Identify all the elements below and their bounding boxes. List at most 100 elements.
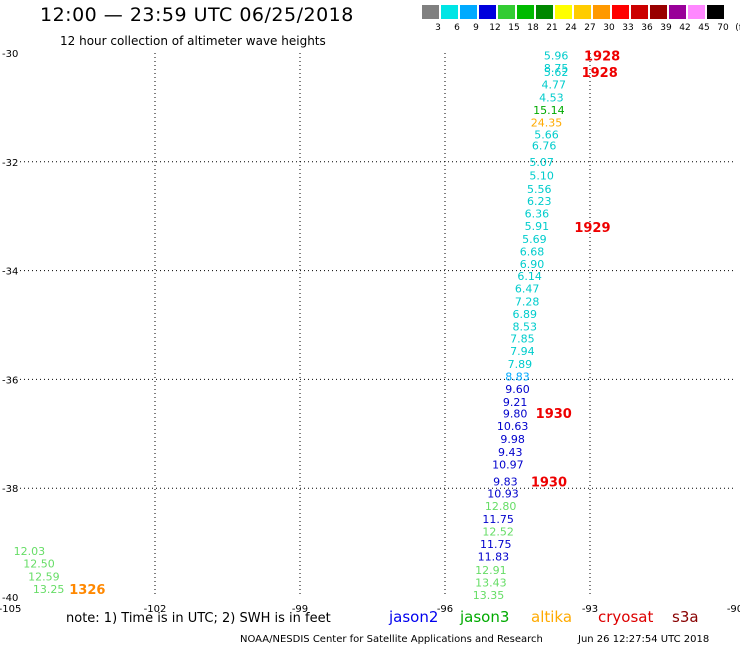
- footnote: note: 1) Time is in UTC; 2) SWH is in fe…: [66, 611, 331, 626]
- wave-height-value: 7.94: [510, 345, 535, 358]
- color-swatch: [688, 5, 705, 19]
- wave-height-value: 4.77: [542, 79, 567, 92]
- legend-item-s3a: s3a: [672, 608, 699, 626]
- pass-time-label: 1930: [536, 407, 572, 422]
- wave-height-value: 12.59: [28, 570, 60, 583]
- wave-height-value: 13.43: [475, 576, 507, 589]
- wave-height-value: 6.47: [515, 283, 540, 296]
- wave-height-value: 11.83: [478, 551, 510, 564]
- x-tick-label: -90: [727, 604, 740, 615]
- color-scale-label: 21: [546, 23, 558, 33]
- wave-height-value: 15.14: [533, 104, 565, 117]
- wave-height-value: 4.53: [539, 92, 564, 105]
- pass-time-label: 1928: [582, 66, 618, 81]
- color-swatch: [631, 5, 648, 19]
- color-scale-label: 6: [454, 23, 460, 33]
- wave-height-value: 9.43: [498, 446, 523, 459]
- color-scale-label: 45: [698, 23, 710, 33]
- color-swatch: [479, 5, 496, 19]
- color-swatch: [441, 5, 458, 19]
- x-tick-label: -99: [292, 604, 308, 615]
- color-swatch: [707, 5, 724, 19]
- wave-height-value: 5.62: [544, 66, 569, 79]
- wave-height-value: 13.35: [473, 589, 505, 602]
- y-tick-label: -30: [2, 49, 18, 60]
- wave-height-value: 6.89: [513, 308, 538, 321]
- color-scale-label: 27: [584, 23, 596, 33]
- color-scale-label: 42: [679, 23, 691, 33]
- wave-height-value: 8.53: [513, 321, 538, 334]
- color-scale-label: 39: [660, 23, 672, 33]
- color-scale-label: 33: [622, 23, 634, 33]
- wave-height-value: 6.36: [525, 207, 550, 220]
- wave-height-value: 10.63: [497, 420, 529, 433]
- wave-height-value: 7.85: [510, 333, 535, 346]
- color-scale-label: 12: [489, 23, 501, 33]
- color-swatch: [536, 5, 553, 19]
- wave-height-value: 5.91: [525, 220, 550, 233]
- pass-time-label: 1928: [584, 50, 620, 65]
- color-swatch: [422, 5, 439, 19]
- wave-height-value: 11.75: [482, 513, 514, 526]
- wave-height-value: 9.98: [500, 433, 525, 446]
- legend-item-cryosat: cryosat: [598, 608, 654, 626]
- wave-height-value: 12.80: [485, 500, 517, 513]
- pass-time-label: 1326: [69, 583, 105, 598]
- color-swatch: [498, 5, 515, 19]
- wave-height-value: 5.56: [527, 183, 552, 196]
- legend-item-altika: altika: [531, 608, 573, 626]
- wave-height-value: 12.50: [23, 557, 55, 570]
- wave-height-value: 7.89: [508, 358, 533, 371]
- wave-height-value: 12.52: [482, 526, 514, 539]
- y-tick-label: -34: [2, 267, 18, 278]
- wave-height-value: 11.75: [480, 538, 512, 551]
- color-swatch: [612, 5, 629, 19]
- y-tick-label: -36: [2, 375, 18, 386]
- wave-height-value: 6.14: [517, 270, 542, 283]
- wave-height-value: 5.07: [529, 156, 554, 169]
- wave-height-value: 9.21: [503, 396, 528, 409]
- x-tick-label: -102: [144, 604, 167, 615]
- axis-ticks: -105 -102 -99 -96 -93 -90 -30 -32 -34 -36 -38 -40: [0, 49, 740, 615]
- y-tick-label: -40: [2, 593, 18, 604]
- chart-title: 12:00 — 23:59 UTC 06/25/2018: [40, 4, 354, 26]
- x-tick-label: -96: [437, 604, 453, 615]
- wave-height-value: 9.83: [493, 476, 518, 489]
- color-swatch: [460, 5, 477, 19]
- color-scale-label: 3: [435, 23, 441, 33]
- wave-height-value: 8.75: [544, 62, 569, 75]
- wave-height-value: 5.69: [522, 233, 547, 246]
- color-swatch: [555, 5, 572, 19]
- y-tick-label: -32: [2, 158, 18, 169]
- color-scale-label: 9: [473, 23, 479, 33]
- color-scale-label: 18: [527, 23, 539, 33]
- x-tick-label: -93: [582, 604, 598, 615]
- wave-height-value: 7.28: [515, 296, 540, 309]
- wave-height-value: 5.10: [529, 169, 554, 182]
- color-swatch: [517, 5, 534, 19]
- color-scale-label: 24: [565, 23, 577, 33]
- y-tick-label: -38: [2, 484, 18, 495]
- color-scale-label: 15: [508, 23, 520, 33]
- wave-height-value: 6.23: [527, 195, 552, 208]
- generated-timestamp: Jun 26 12:27:54 UTC 2018: [578, 634, 710, 645]
- legend-item-jason2: jason2: [389, 608, 439, 626]
- color-swatch: [669, 5, 686, 19]
- wave-height-value: 24.35: [531, 117, 563, 130]
- wave-height-value: 9.60: [505, 383, 530, 396]
- wave-height-value: 12.03: [14, 545, 46, 558]
- color-swatch: [574, 5, 591, 19]
- x-tick-label: -105: [0, 604, 21, 615]
- wave-height-value: 6.68: [520, 246, 545, 259]
- credit-line: NOAA/NESDIS Center for Satellite Applica…: [240, 634, 543, 645]
- color-scale-unit: (ft): [735, 23, 740, 33]
- pass-time-label: 1930: [531, 476, 567, 491]
- wave-height-value: 8.83: [505, 371, 530, 384]
- wave-height-value: 10.93: [487, 488, 519, 501]
- color-swatch: [593, 5, 610, 19]
- color-scale-label: 70: [717, 23, 729, 33]
- wave-height-value: 10.97: [492, 458, 524, 471]
- grid-lines: [20, 53, 735, 597]
